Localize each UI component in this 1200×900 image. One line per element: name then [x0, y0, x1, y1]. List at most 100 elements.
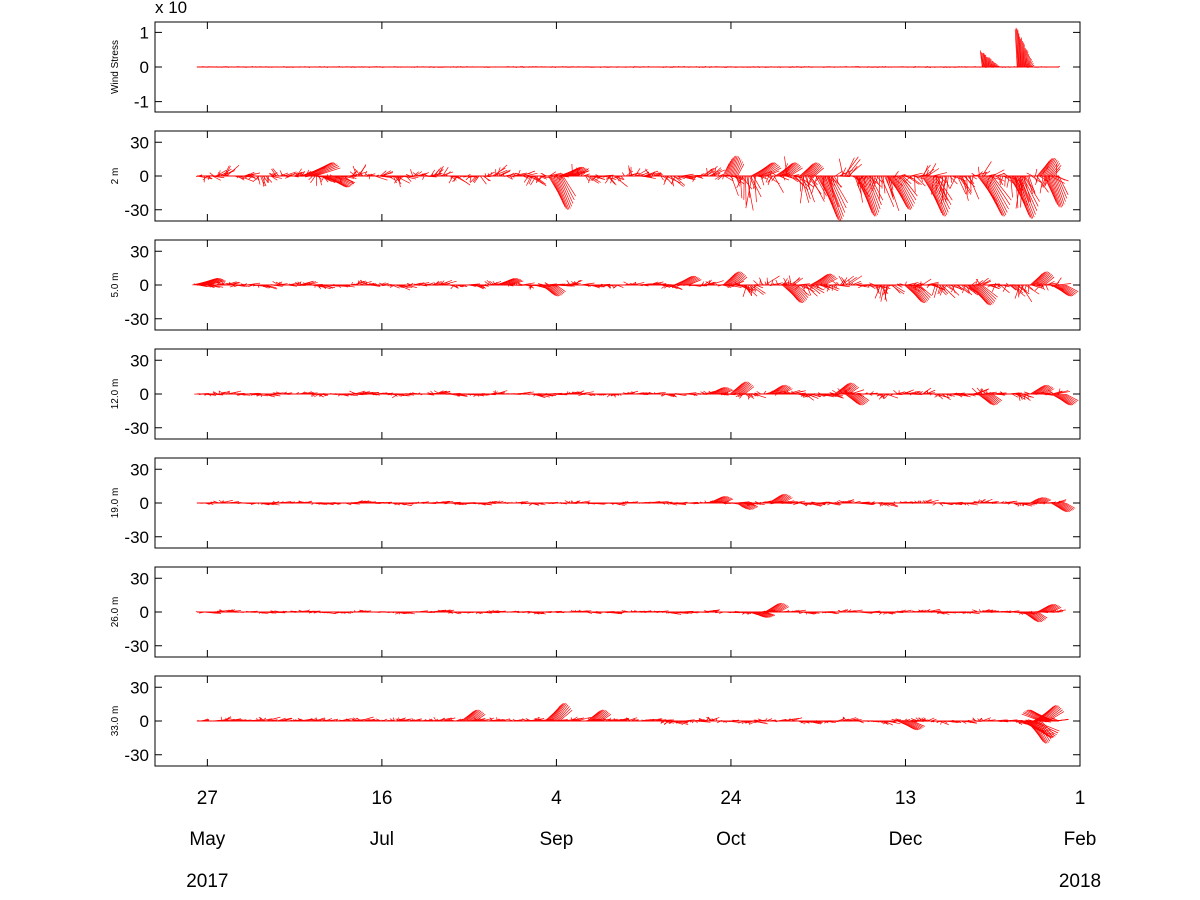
stick — [937, 284, 941, 295]
event-stick-d19-3 — [1032, 498, 1040, 504]
event-stick-d12-3 — [845, 383, 855, 395]
stick — [467, 173, 471, 177]
event-stick-d2-11 — [925, 175, 942, 214]
event-stick-d12-3 — [842, 382, 853, 395]
stick — [528, 393, 530, 396]
event-stick-d12-4 — [851, 393, 862, 406]
stick — [635, 173, 638, 177]
stick — [1027, 284, 1030, 293]
stick — [763, 390, 767, 395]
stick — [352, 392, 359, 395]
stick — [759, 501, 762, 504]
stick — [948, 66, 951, 68]
stick — [593, 284, 599, 288]
wind-burst-0 — [982, 52, 985, 68]
stick — [570, 609, 573, 613]
stick — [595, 611, 601, 614]
stick — [770, 502, 776, 505]
ytick-label-wind-1: 0 — [140, 58, 149, 77]
stick — [938, 284, 944, 294]
stick — [893, 611, 896, 613]
event-stick-d5-3 — [679, 275, 693, 286]
event-stick-d2-8 — [823, 175, 840, 222]
stick — [1019, 611, 1022, 615]
stick — [439, 280, 445, 286]
stick — [833, 611, 835, 613]
stick — [392, 717, 395, 722]
stick — [533, 611, 539, 615]
stick — [496, 500, 501, 504]
stick — [424, 502, 437, 505]
stick — [886, 175, 900, 212]
stick — [964, 66, 967, 68]
stick — [793, 500, 806, 504]
stick — [817, 392, 822, 395]
event-stick-d5-9 — [1037, 271, 1048, 286]
stick — [972, 174, 977, 177]
wind-burst-0 — [992, 62, 996, 68]
stick — [484, 284, 488, 287]
event-stick-d2-4 — [727, 156, 735, 177]
stick — [259, 717, 265, 722]
stick — [857, 284, 870, 288]
stick — [837, 609, 842, 613]
ytick-label-d33-1: 0 — [140, 712, 149, 731]
stick — [537, 393, 540, 397]
stick — [202, 175, 208, 181]
stick — [338, 284, 341, 289]
stick — [375, 65, 378, 68]
stick — [663, 284, 669, 289]
stick — [229, 609, 234, 613]
stick — [252, 284, 257, 287]
stick — [491, 610, 494, 613]
stick — [359, 164, 367, 177]
stick — [256, 393, 263, 397]
event-stick-d2-11 — [930, 175, 948, 216]
stick — [250, 66, 253, 68]
event-stick-d5-0 — [201, 278, 221, 286]
stick — [658, 172, 661, 177]
stick — [764, 281, 767, 286]
stick — [691, 611, 697, 614]
stick — [824, 284, 839, 292]
stick — [645, 168, 650, 177]
stick — [438, 167, 443, 177]
event-stick-d2-13 — [1022, 175, 1039, 207]
event-stick-d5-10 — [1061, 284, 1075, 296]
stick — [794, 284, 801, 290]
event-stick-d19-3 — [1039, 497, 1046, 504]
stick — [613, 175, 628, 187]
event-stick-d2-9 — [869, 175, 884, 201]
stick — [422, 502, 426, 504]
stick — [700, 66, 703, 68]
vector-sticks-d12 — [194, 381, 1079, 406]
stick — [361, 281, 366, 286]
stick — [775, 279, 779, 286]
event-stick-d2-7 — [806, 162, 817, 177]
stick — [752, 175, 757, 190]
stick — [724, 66, 727, 68]
stick — [700, 391, 706, 395]
stick — [474, 284, 484, 290]
stick — [213, 391, 218, 395]
stick — [256, 175, 259, 181]
event-stick-d12-1 — [732, 383, 743, 395]
stick — [794, 282, 797, 286]
stick — [845, 609, 851, 613]
stick — [681, 173, 694, 177]
stick — [981, 161, 992, 177]
stick — [522, 718, 528, 722]
ytick-label-d26-0: 30 — [130, 569, 149, 588]
event-stick-d12-5 — [981, 393, 992, 405]
event-stick-d12-7 — [1062, 393, 1076, 404]
stick — [811, 393, 821, 398]
event-stick-d12-3 — [837, 384, 847, 395]
stick — [276, 391, 282, 395]
stick — [779, 502, 784, 504]
stick — [698, 393, 701, 395]
stick — [703, 390, 708, 395]
stick — [271, 502, 278, 504]
stick — [819, 502, 824, 505]
stick — [756, 66, 759, 68]
stick — [524, 502, 530, 505]
